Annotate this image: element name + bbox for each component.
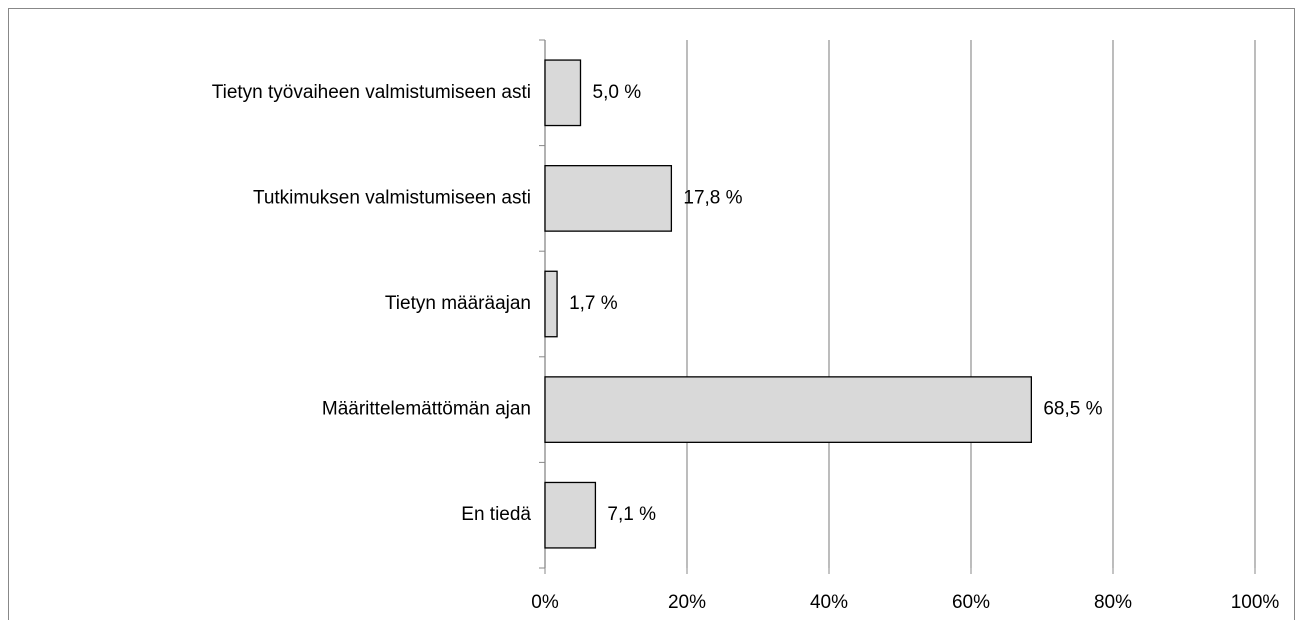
bar bbox=[544, 165, 673, 232]
value-label: 1,7 % bbox=[569, 293, 618, 314]
chart-frame bbox=[8, 8, 1295, 620]
y-tick-label: Määrittelemättömän ajan bbox=[322, 399, 531, 420]
bar bbox=[544, 270, 558, 338]
y-tick-label: En tiedä bbox=[461, 504, 531, 525]
value-label: 17,8 % bbox=[683, 187, 742, 208]
x-tick-label: 100% bbox=[1231, 592, 1280, 613]
y-tick-label: Tutkimuksen valmistumiseen asti bbox=[253, 187, 531, 208]
x-tick-label: 40% bbox=[810, 592, 848, 613]
x-tick-label: 60% bbox=[952, 592, 990, 613]
bar bbox=[544, 59, 582, 127]
bar bbox=[544, 376, 1033, 443]
x-tick-label: 80% bbox=[1094, 592, 1132, 613]
x-tick-label: 20% bbox=[668, 592, 706, 613]
value-label: 68,5 % bbox=[1043, 399, 1102, 420]
value-label: 5,0 % bbox=[593, 82, 642, 103]
value-label: 7,1 % bbox=[607, 504, 656, 525]
y-tick-label: Tietyn työvaiheen valmistumiseen asti bbox=[212, 82, 531, 103]
bar bbox=[544, 481, 597, 549]
x-tick-label: 0% bbox=[531, 592, 559, 613]
y-tick-label: Tietyn määräajan bbox=[385, 293, 531, 314]
